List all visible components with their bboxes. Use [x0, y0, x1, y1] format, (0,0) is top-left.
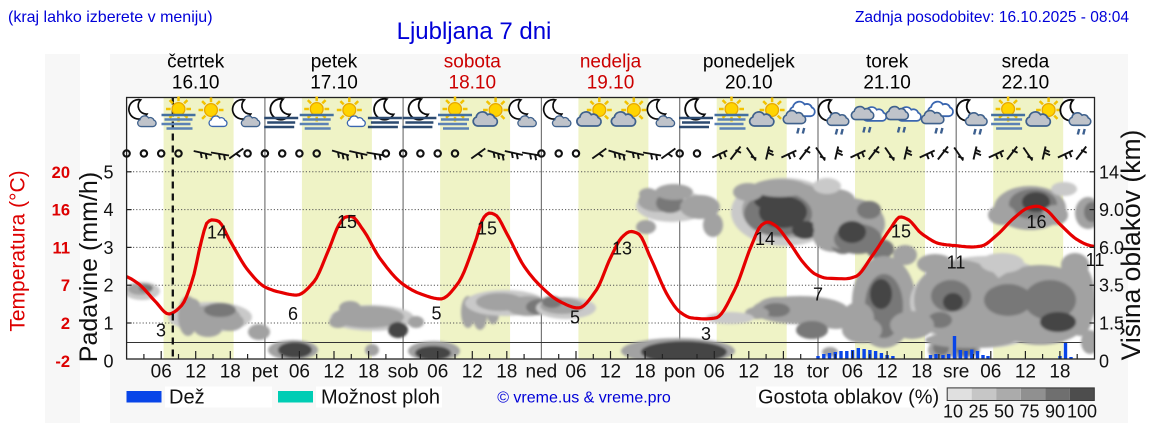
svg-text:100: 100 [1067, 402, 1097, 422]
svg-text:14: 14 [1099, 162, 1119, 182]
svg-text:12: 12 [1015, 362, 1036, 383]
svg-text:0: 0 [1099, 351, 1109, 371]
svg-text:18.10: 18.10 [449, 73, 497, 94]
svg-text:13: 13 [612, 239, 632, 259]
svg-text:3.5: 3.5 [1099, 276, 1124, 296]
svg-text:0: 0 [103, 351, 113, 371]
svg-text:ned: ned [526, 362, 558, 383]
svg-text:90: 90 [1045, 402, 1065, 422]
svg-text:© vreme.us & vreme.pro: © vreme.us & vreme.pro [497, 390, 671, 407]
svg-text:torek: torek [866, 52, 909, 73]
svg-text:18: 18 [635, 362, 656, 383]
svg-text:50: 50 [994, 402, 1014, 422]
svg-text:sre: sre [943, 362, 969, 383]
svg-text:5: 5 [570, 308, 580, 328]
svg-text:12: 12 [877, 362, 898, 383]
svg-text:25: 25 [968, 402, 988, 422]
svg-text:10: 10 [943, 402, 963, 422]
svg-text:6: 6 [288, 304, 298, 324]
svg-text:18: 18 [220, 362, 241, 383]
svg-text:06: 06 [842, 362, 863, 383]
svg-text:5: 5 [431, 304, 441, 324]
svg-text:18: 18 [911, 362, 932, 383]
svg-text:7: 7 [61, 277, 70, 295]
svg-text:21.10: 21.10 [863, 73, 911, 94]
svg-text:5: 5 [103, 162, 113, 182]
svg-text:-2: -2 [55, 353, 70, 371]
svg-text:06: 06 [565, 362, 586, 383]
svg-text:19.10: 19.10 [587, 73, 635, 94]
svg-text:sobota: sobota [444, 52, 501, 73]
svg-text:Padavine (mm/h): Padavine (mm/h) [75, 172, 103, 362]
svg-text:18: 18 [773, 362, 794, 383]
svg-text:sob: sob [388, 362, 419, 383]
svg-text:12: 12 [462, 362, 483, 383]
svg-text:11: 11 [53, 239, 70, 257]
svg-text:18: 18 [496, 362, 517, 383]
svg-text:1: 1 [103, 314, 113, 334]
svg-text:06: 06 [427, 362, 448, 383]
svg-text:20.10: 20.10 [725, 73, 773, 94]
svg-text:Ljubljana 7 dni: Ljubljana 7 dni [397, 18, 552, 45]
svg-text:06: 06 [151, 362, 172, 383]
svg-text:2: 2 [61, 315, 70, 333]
svg-text:četrtek: četrtek [167, 52, 225, 73]
svg-text:17.10: 17.10 [310, 73, 358, 94]
svg-text:9.0: 9.0 [1099, 200, 1124, 220]
svg-text:16.10: 16.10 [172, 73, 220, 94]
svg-text:sreda: sreda [1002, 52, 1050, 73]
svg-text:6.0: 6.0 [1099, 238, 1124, 258]
svg-text:Višina oblakov (km): Višina oblakov (km) [1116, 130, 1146, 361]
svg-text:3: 3 [156, 321, 166, 341]
svg-text:12: 12 [185, 362, 206, 383]
svg-text:20: 20 [52, 164, 70, 182]
svg-text:14: 14 [207, 223, 227, 243]
svg-text:7: 7 [813, 285, 823, 305]
svg-text:Temperatura (°C): Temperatura (°C) [7, 170, 30, 331]
svg-text:06: 06 [704, 362, 725, 383]
svg-text:22.10: 22.10 [1002, 73, 1050, 94]
svg-text:12: 12 [600, 362, 621, 383]
svg-text:11: 11 [947, 253, 966, 273]
svg-text:4: 4 [103, 200, 113, 220]
svg-text:petek: petek [311, 52, 358, 73]
svg-text:Gostota oblakov (%): Gostota oblakov (%) [758, 387, 939, 409]
svg-text:3: 3 [701, 324, 711, 344]
svg-text:nedelja: nedelja [580, 52, 642, 73]
svg-text:1.5: 1.5 [1099, 314, 1124, 334]
svg-text:pet: pet [252, 362, 279, 383]
svg-text:16: 16 [1026, 212, 1046, 232]
svg-text:tor: tor [807, 362, 830, 383]
svg-text:12: 12 [323, 362, 344, 383]
svg-text:ponedeljek: ponedeljek [703, 52, 795, 73]
svg-text:18: 18 [358, 362, 379, 383]
svg-text:15: 15 [337, 212, 357, 232]
svg-text:15: 15 [477, 219, 497, 239]
svg-text:18: 18 [1049, 362, 1070, 383]
svg-text:(kraj lahko izberete v meniju): (kraj lahko izberete v meniju) [8, 9, 213, 26]
svg-text:3: 3 [103, 238, 113, 258]
svg-text:06: 06 [289, 362, 310, 383]
svg-text:Dež: Dež [169, 387, 205, 409]
svg-text:14: 14 [755, 229, 775, 249]
svg-text:06: 06 [980, 362, 1001, 383]
svg-text:75: 75 [1019, 402, 1039, 422]
svg-text:Možnost ploh: Možnost ploh [321, 387, 440, 409]
svg-text:12: 12 [738, 362, 759, 383]
svg-text:pon: pon [664, 362, 696, 383]
svg-text:Zadnja posodobitev: 16.10.2025: Zadnja posodobitev: 16.10.2025 - 08:04 [855, 9, 1129, 26]
svg-text:16: 16 [52, 202, 70, 220]
svg-text:2: 2 [103, 276, 113, 296]
svg-text:15: 15 [891, 222, 911, 242]
